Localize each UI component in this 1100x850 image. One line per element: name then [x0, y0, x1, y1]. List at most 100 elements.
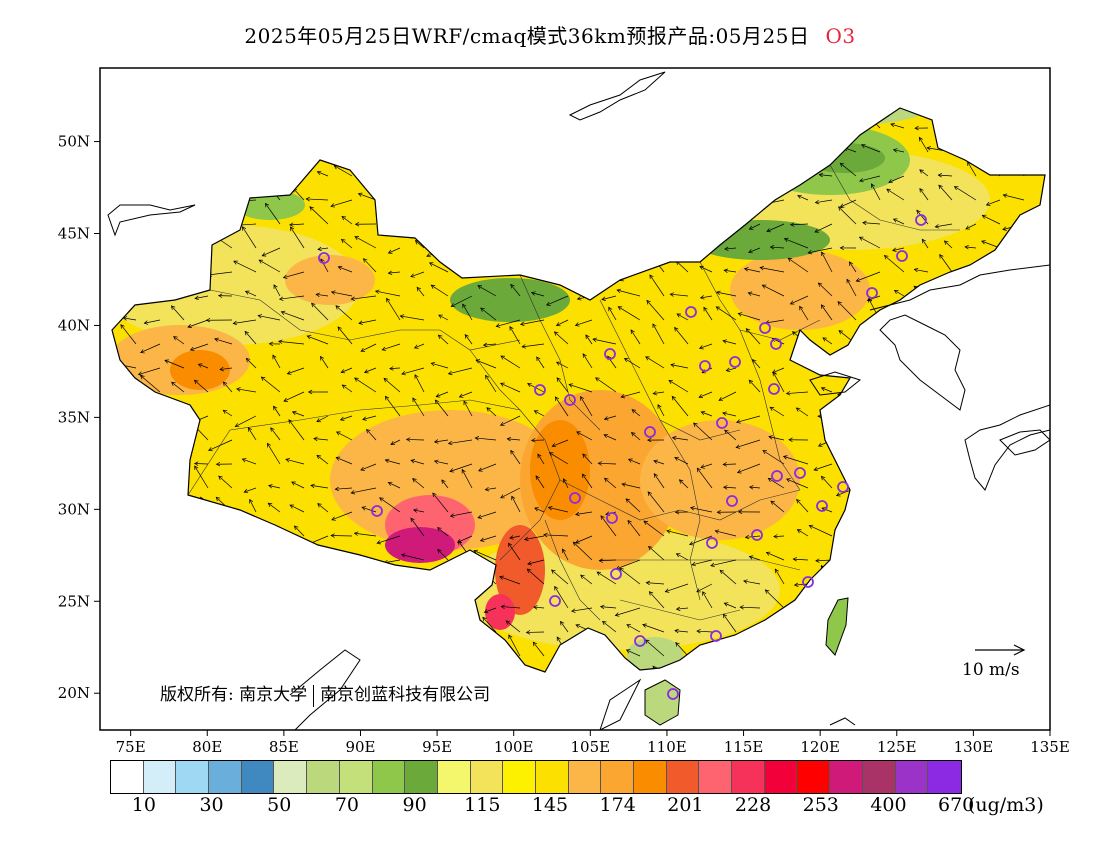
- wind-arrow: [689, 535, 713, 546]
- wind-arrow: [698, 343, 713, 350]
- wind-arrow: [743, 579, 761, 585]
- wind-arrow: [458, 391, 473, 398]
- wind-arrow: [723, 602, 737, 609]
- reference-vector: [975, 644, 1026, 656]
- wind-arrow: [630, 329, 641, 345]
- legend-swatch: [699, 761, 733, 793]
- wind-arrow: [194, 465, 209, 489]
- wind-arrow: [645, 356, 665, 369]
- wind-arrow: [674, 628, 689, 634]
- legend-swatch: [830, 761, 863, 793]
- wind-arrow: [189, 343, 209, 352]
- wind-arrow: [495, 319, 521, 328]
- wind-arrow: [886, 188, 905, 201]
- legend-swatch: [274, 761, 308, 793]
- wind-arrow: [669, 292, 689, 297]
- wind-arrow: [499, 415, 521, 426]
- field-zone-magenta: [385, 527, 455, 563]
- wind-arrow: [233, 260, 257, 273]
- legend-swatch: [307, 761, 340, 793]
- wind-arrow: [264, 202, 281, 225]
- wind-arrow: [722, 613, 737, 633]
- wind-arrow: [437, 334, 449, 345]
- copyright-prefix: 版权所有:: [160, 685, 234, 705]
- wind-arrow: [339, 415, 353, 421]
- wind-arrow: [320, 355, 329, 369]
- legend-swatch: [895, 761, 929, 793]
- wind-arrow: [245, 357, 257, 369]
- wind-arrow: [484, 486, 497, 492]
- wind-arrow: [616, 288, 641, 297]
- lon-tick-label: 75E: [116, 738, 146, 756]
- wind-arrow: [436, 527, 449, 537]
- wind-arrow: [626, 624, 641, 633]
- wind-arrow: [748, 223, 761, 230]
- wind-arrow: [652, 390, 665, 396]
- wind-arrow: [173, 336, 185, 345]
- wind-arrow: [817, 282, 833, 297]
- wind-arrow: [693, 422, 713, 441]
- wind-arrow: [696, 629, 713, 634]
- wind-arrow: [601, 620, 617, 633]
- city-station: [915, 214, 927, 226]
- city-station: [716, 417, 728, 429]
- lat-tick-label: 40N: [58, 316, 90, 334]
- wind-arrow: [401, 367, 425, 376]
- city-station: [896, 250, 908, 262]
- wind-arrow: [361, 506, 377, 513]
- wind-arrow: [441, 479, 449, 489]
- wind-arrow: [273, 405, 281, 417]
- wind-arrow: [722, 411, 737, 417]
- map-title: 2025年05月25日WRF/cmaq模式36km预报产品:05月25日 O3: [0, 20, 1100, 49]
- wind-arrow: [205, 317, 233, 323]
- wind-arrow: [390, 439, 401, 446]
- city-station: [726, 495, 738, 507]
- wind-arrow: [598, 558, 617, 563]
- wind-arrow: [283, 391, 305, 402]
- wind-arrow: [340, 367, 353, 374]
- wind-arrow: [214, 337, 233, 345]
- shandong-coast: [809, 371, 862, 396]
- legend-label: 145: [531, 794, 569, 816]
- wind-arrow: [412, 508, 425, 513]
- wind-arrow: [813, 463, 833, 472]
- legend-label: 400: [870, 794, 907, 816]
- wind-arrow: [386, 297, 401, 321]
- legend-label: 10: [131, 794, 156, 816]
- wind-arrow: [597, 461, 617, 466]
- wind-arrow: [500, 487, 521, 499]
- wind-arrow: [500, 604, 521, 610]
- wind-arrow: [643, 520, 665, 537]
- wind-arrow: [839, 245, 857, 251]
- city-station: [534, 384, 546, 396]
- wind-arrow: [703, 306, 713, 321]
- lon-tick-label: 105E: [571, 738, 611, 756]
- wind-arrow: [310, 483, 329, 489]
- lon-tick-label: 95E: [422, 738, 452, 756]
- legend-swatch: [601, 761, 634, 793]
- wind-arrow: [792, 557, 809, 562]
- province-border: [187, 399, 521, 496]
- wind-arrow: [783, 237, 809, 249]
- wind-arrow: [387, 270, 401, 276]
- lat-tick-label: 35N: [58, 408, 90, 426]
- wind-arrow: [315, 292, 329, 297]
- wind-arrow: [653, 473, 665, 489]
- wind-arrow: [381, 343, 401, 351]
- wind-arrow: [249, 498, 257, 513]
- wind-arrow: [337, 265, 353, 273]
- wind-arrow: [799, 305, 809, 321]
- wind-arrow: [241, 458, 257, 465]
- wind-arrow: [965, 223, 977, 230]
- wind-arrow: [215, 461, 233, 467]
- wind-arrow: [456, 535, 473, 543]
- wind-arrow: [554, 396, 569, 417]
- wind-arrow: [592, 337, 617, 345]
- wind-arrow: [700, 463, 713, 469]
- legend-label: 253: [802, 794, 839, 816]
- city-station: [699, 360, 711, 372]
- wind-arrow: [785, 391, 809, 396]
- wind-arrow: [534, 507, 545, 513]
- field-zone-orange: [285, 255, 375, 305]
- wind-arrow: [363, 367, 377, 374]
